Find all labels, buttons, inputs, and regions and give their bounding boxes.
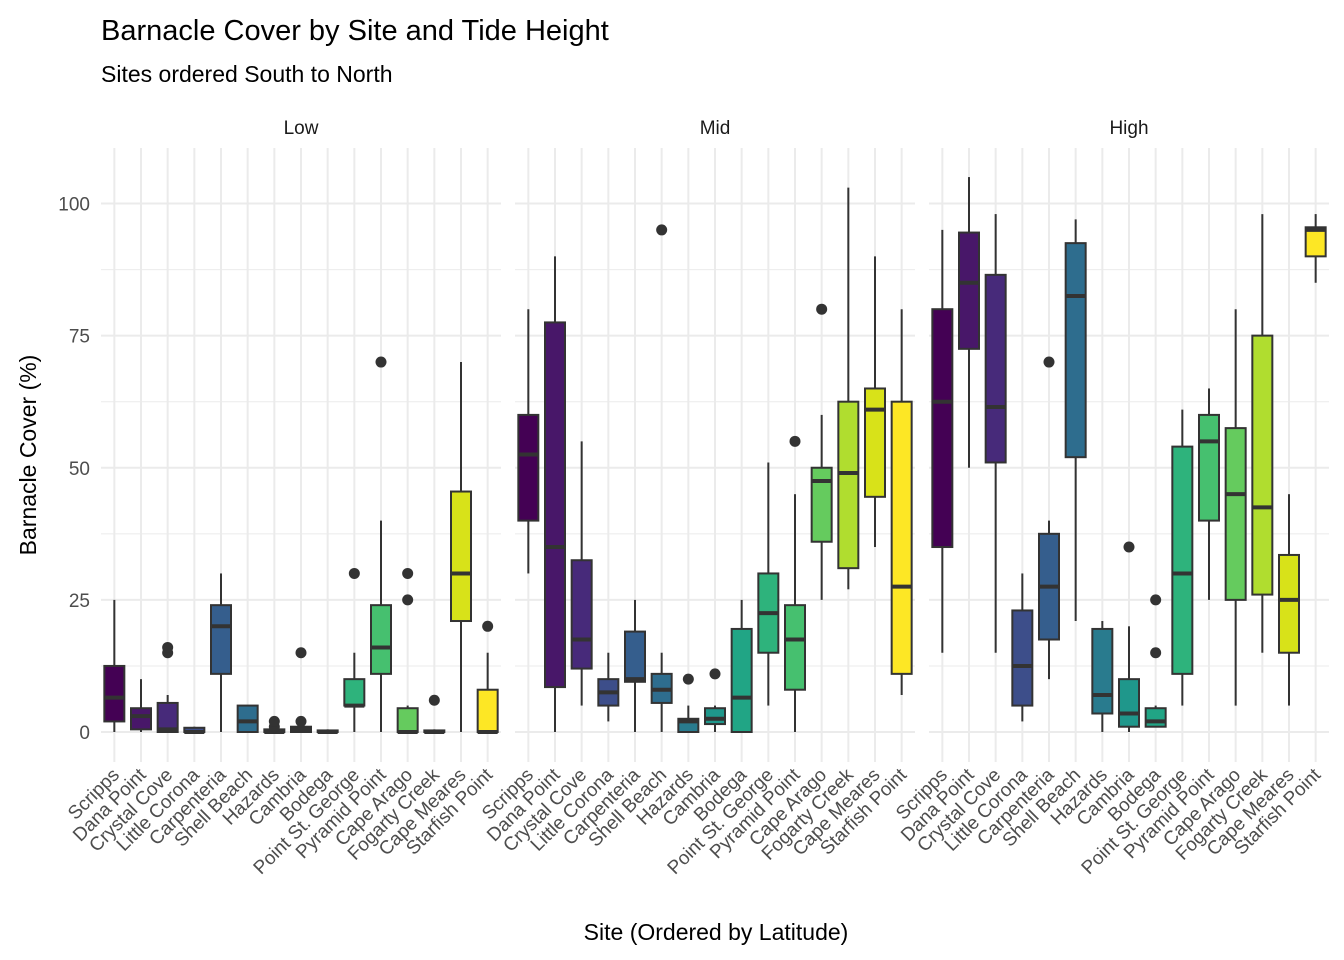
box-outlier-point [348,567,360,579]
box-iqr [544,321,566,689]
box-outlier-point [1150,594,1162,606]
box-iqr [1118,678,1140,728]
box-iqr [156,701,179,733]
box-iqr [1198,413,1220,522]
y-axis-title: Barnacle Cover (%) [15,355,41,556]
box-iqr [1011,609,1034,707]
box-iqr [130,707,152,731]
box-iqr [103,664,126,723]
box-outlier-point [1123,541,1135,553]
box-outlier-point [295,715,307,727]
box-outlier-point [816,303,828,315]
box-iqr [1251,334,1274,596]
x-axis-title: Site (Ordered by Latitude) [584,919,849,945]
box-iqr [396,707,419,734]
box-iqr [837,400,860,570]
box-outlier-point [268,715,280,727]
box-outlier-point [682,673,694,685]
panel-strip-label: Low [284,118,319,139]
box-iqr [931,308,954,549]
box-iqr [450,490,472,623]
y-tick-label: 0 [79,723,90,744]
box-outlier-point [789,435,801,447]
box-iqr [1064,242,1087,459]
box-iqr [730,627,753,734]
box-iqr [517,413,540,522]
y-tick-label: 75 [69,327,90,348]
box-iqr [890,400,913,675]
box-outlier-point [1043,356,1055,368]
box-outlier-point [402,567,414,579]
box-outlier-point [375,356,387,368]
box-iqr [864,387,886,498]
y-tick-label: 25 [69,591,90,612]
box-iqr [784,604,806,691]
box-iqr [704,707,726,726]
box-iqr [343,678,366,707]
box-outlier-point [402,594,414,606]
box-iqr [1224,427,1247,601]
box-outlier-point [482,620,494,632]
box-iqr [958,231,980,350]
y-tick-label: 100 [58,195,90,216]
box-iqr [370,604,392,675]
box-outlier-point [709,668,721,680]
box-iqr [1091,627,1114,715]
box-iqr [236,704,259,734]
box-outlier-point [162,641,174,653]
box-iqr [1304,226,1327,258]
box-iqr [1144,707,1167,728]
box-outlier-point [1150,647,1162,659]
y-tick-label: 50 [69,459,90,480]
box-iqr [984,273,1007,464]
box-outlier-point [428,694,440,706]
box-iqr [1278,553,1300,654]
box-iqr [1171,445,1194,675]
box-iqr [476,688,499,733]
box-outlier-point [295,647,307,659]
chart-subtitle: Sites ordered South to North [101,61,393,87]
panel-strip-label: Mid [700,118,731,139]
box-iqr [570,559,593,670]
panel-strip-label: High [1109,118,1148,139]
box-iqr [810,466,833,543]
box-outlier-point [656,224,668,236]
chart-title: Barnacle Cover by Site and Tide Height [101,15,609,47]
box-iqr [624,630,646,683]
box-iqr [210,604,232,675]
